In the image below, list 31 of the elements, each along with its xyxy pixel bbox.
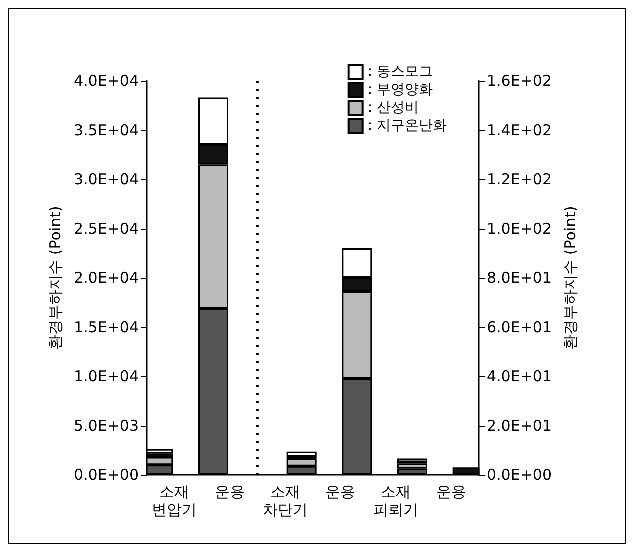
y-tick-label: 2.0E+04: [74, 269, 139, 287]
y-axis-title: 환경부하지수 (Point): [46, 206, 65, 350]
x-tick-label: 소재 피뢰기: [374, 483, 418, 519]
y2-tick-label: 4.0E+01: [487, 368, 552, 386]
y-tick-label: 0.0E+00: [74, 466, 139, 484]
y2-tick-label: 1.2E+02: [487, 170, 552, 188]
x-tick-label: 소재 변압기: [152, 483, 198, 519]
y2-tick-label: 1.0E+02: [487, 220, 552, 238]
x-tick-label: 소재 차단기: [262, 483, 308, 519]
bar: [286, 452, 317, 457]
x-tick-label: 운용: [215, 483, 245, 501]
legend-label: : 지구온난화: [368, 118, 448, 134]
y-tick-label: 3.0E+04: [74, 170, 139, 188]
y2-axis-title: 환경부하지수 (Point): [561, 206, 580, 350]
y-tick-label: 2.5E+04: [74, 220, 139, 238]
y2-tick-label: 6.0E+01: [487, 318, 552, 336]
y-tick-label: 1.5E+04: [74, 318, 139, 336]
y2-tick-label: 8.0E+01: [487, 269, 552, 287]
legend-label: : 부영양화: [368, 82, 434, 98]
y2-tick-label: 0.0E+00: [487, 466, 552, 484]
legend-label: : 산성비: [368, 100, 420, 116]
y2-tick-label: 1.4E+02: [487, 121, 552, 140]
x-tick-label: 운용: [326, 483, 356, 501]
y-tick-label: 3.5E+04: [74, 121, 139, 140]
y2-tick-label: 2.0E+01: [487, 416, 552, 435]
y2-tick-label: 1.6E+02: [487, 72, 552, 90]
legend-label: : 동스모그: [368, 64, 434, 80]
y-tick-label: 4.0E+04: [74, 72, 139, 90]
x-tick-label: 운용: [436, 483, 466, 501]
y-tick-label: 1.0E+04: [74, 368, 139, 386]
y-tick-label: 5.0E+03: [74, 416, 139, 435]
